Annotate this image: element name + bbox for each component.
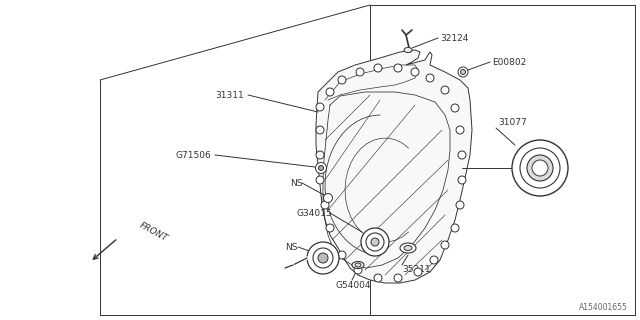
- Circle shape: [520, 148, 560, 188]
- Circle shape: [458, 176, 466, 184]
- Text: 35211: 35211: [402, 266, 431, 275]
- Circle shape: [366, 233, 384, 251]
- Circle shape: [451, 104, 459, 112]
- Ellipse shape: [400, 243, 416, 253]
- Circle shape: [371, 238, 379, 246]
- Circle shape: [318, 253, 328, 263]
- Text: G54004: G54004: [335, 281, 371, 290]
- Circle shape: [354, 266, 362, 274]
- Text: A154001655: A154001655: [579, 303, 628, 312]
- Circle shape: [326, 224, 334, 232]
- Ellipse shape: [404, 47, 412, 52]
- Circle shape: [394, 64, 402, 72]
- Circle shape: [338, 76, 346, 84]
- Ellipse shape: [355, 263, 361, 267]
- Circle shape: [316, 151, 324, 159]
- Circle shape: [361, 228, 389, 256]
- Ellipse shape: [352, 261, 364, 268]
- Circle shape: [414, 268, 422, 276]
- Circle shape: [316, 176, 324, 184]
- Circle shape: [441, 86, 449, 94]
- Text: 31077: 31077: [498, 117, 527, 126]
- Circle shape: [313, 248, 333, 268]
- Circle shape: [394, 274, 402, 282]
- Ellipse shape: [404, 245, 412, 251]
- Polygon shape: [316, 50, 472, 283]
- Circle shape: [316, 103, 324, 111]
- Circle shape: [319, 165, 323, 171]
- Circle shape: [527, 155, 553, 181]
- Circle shape: [458, 67, 468, 77]
- Circle shape: [323, 194, 333, 203]
- Text: G71506: G71506: [175, 150, 211, 159]
- Circle shape: [461, 69, 465, 75]
- Circle shape: [338, 251, 346, 259]
- Circle shape: [316, 126, 324, 134]
- Circle shape: [456, 201, 464, 209]
- Text: G34015: G34015: [296, 209, 332, 218]
- Circle shape: [441, 241, 449, 249]
- Circle shape: [356, 68, 364, 76]
- Text: E00802: E00802: [492, 58, 526, 67]
- Circle shape: [374, 274, 382, 282]
- Text: FRONT: FRONT: [138, 221, 170, 243]
- Circle shape: [321, 201, 329, 209]
- Circle shape: [411, 68, 419, 76]
- Circle shape: [456, 126, 464, 134]
- Circle shape: [316, 163, 326, 173]
- Circle shape: [426, 74, 434, 82]
- Text: NS: NS: [290, 179, 303, 188]
- Circle shape: [512, 140, 568, 196]
- Circle shape: [458, 151, 466, 159]
- Circle shape: [326, 88, 334, 96]
- Circle shape: [430, 256, 438, 264]
- Text: NS: NS: [285, 243, 298, 252]
- Circle shape: [307, 242, 339, 274]
- Text: 32124: 32124: [440, 34, 468, 43]
- Circle shape: [451, 224, 459, 232]
- Circle shape: [532, 160, 548, 176]
- Circle shape: [374, 64, 382, 72]
- Text: 31311: 31311: [215, 91, 244, 100]
